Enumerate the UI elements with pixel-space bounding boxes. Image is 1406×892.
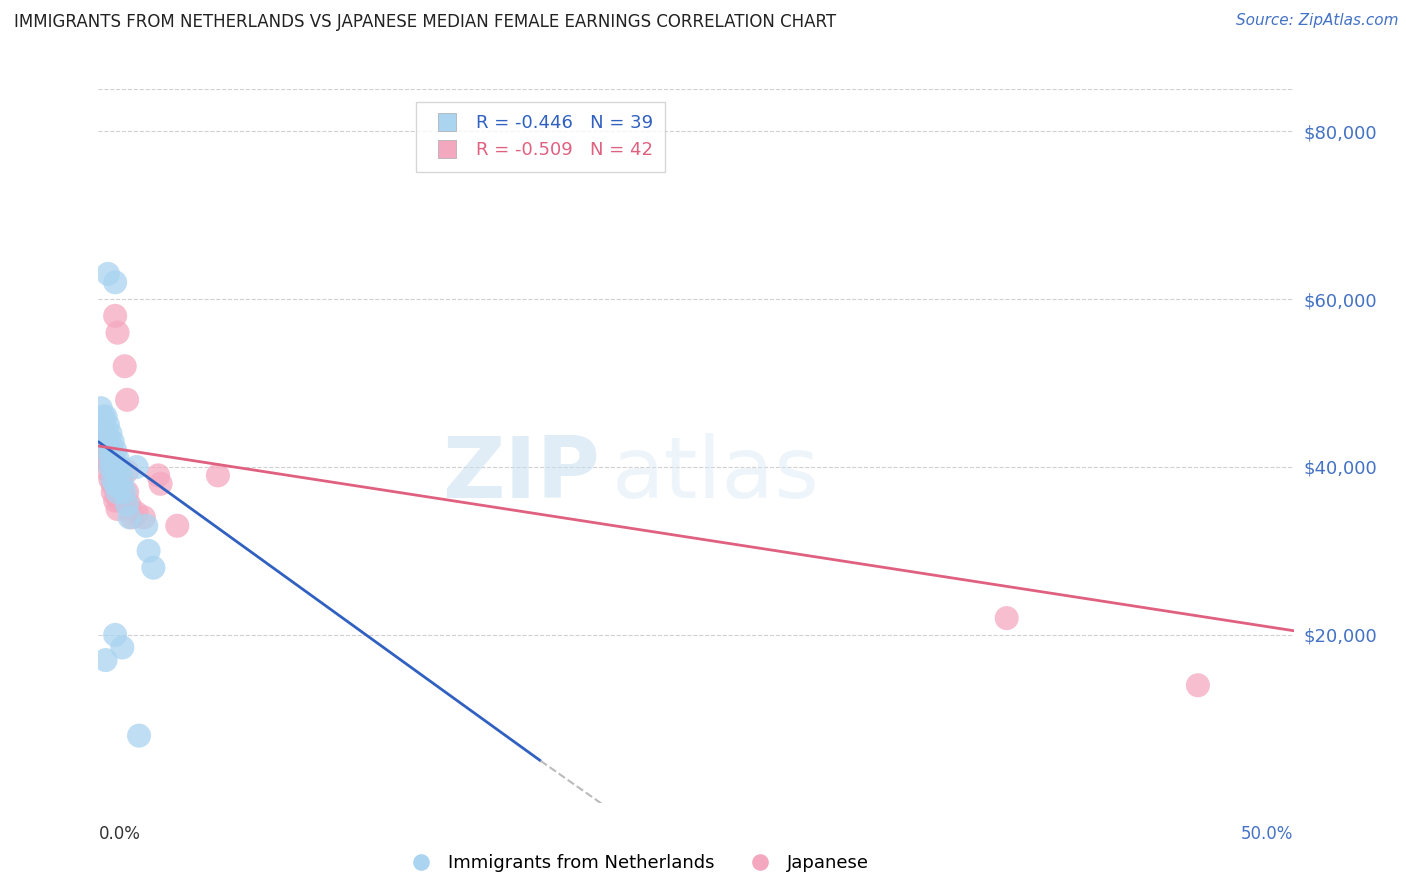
Point bbox=[995, 611, 1018, 625]
Point bbox=[104, 493, 127, 508]
Point bbox=[94, 426, 117, 441]
Point bbox=[91, 434, 114, 449]
Point bbox=[125, 506, 148, 520]
Point bbox=[104, 468, 127, 483]
Point bbox=[115, 464, 138, 478]
Point bbox=[98, 451, 122, 466]
Point bbox=[138, 544, 160, 558]
Point bbox=[128, 729, 150, 743]
Point bbox=[97, 464, 120, 478]
Point bbox=[94, 451, 117, 466]
Point bbox=[118, 510, 141, 524]
Point bbox=[1187, 678, 1209, 692]
Point bbox=[142, 560, 165, 574]
Point bbox=[91, 409, 114, 424]
Point bbox=[104, 275, 127, 289]
Text: atlas: atlas bbox=[613, 433, 820, 516]
Point bbox=[101, 460, 124, 475]
Legend: Immigrants from Netherlands, Japanese: Immigrants from Netherlands, Japanese bbox=[396, 847, 876, 880]
Point bbox=[98, 460, 122, 475]
Text: ZIP: ZIP bbox=[443, 433, 600, 516]
Point bbox=[115, 498, 138, 512]
Point bbox=[91, 422, 114, 436]
Point bbox=[91, 414, 114, 428]
Text: 50.0%: 50.0% bbox=[1241, 825, 1294, 843]
Text: 0.0%: 0.0% bbox=[98, 825, 141, 843]
Point bbox=[121, 510, 143, 524]
Point bbox=[207, 468, 229, 483]
Point bbox=[101, 476, 124, 491]
Point bbox=[104, 309, 127, 323]
Point bbox=[118, 498, 141, 512]
Point bbox=[111, 473, 134, 487]
Point bbox=[107, 326, 129, 340]
Point bbox=[101, 460, 124, 475]
Point bbox=[148, 468, 170, 483]
Point bbox=[97, 443, 120, 458]
Point bbox=[97, 417, 120, 432]
Point bbox=[149, 476, 172, 491]
Point bbox=[94, 422, 117, 436]
Point bbox=[101, 434, 124, 449]
Point bbox=[125, 460, 148, 475]
Point bbox=[114, 359, 136, 374]
Point bbox=[115, 392, 138, 407]
Point bbox=[98, 426, 122, 441]
Point bbox=[94, 409, 117, 424]
Point bbox=[111, 485, 134, 500]
Point bbox=[107, 451, 129, 466]
Point bbox=[90, 401, 112, 416]
Point bbox=[111, 640, 134, 655]
Point bbox=[98, 460, 122, 475]
Point bbox=[98, 473, 122, 487]
Point bbox=[108, 493, 131, 508]
Point bbox=[97, 451, 120, 466]
Point bbox=[108, 473, 131, 487]
Text: Source: ZipAtlas.com: Source: ZipAtlas.com bbox=[1236, 13, 1399, 29]
Point bbox=[94, 653, 117, 667]
Point bbox=[90, 426, 112, 441]
Point bbox=[94, 443, 117, 458]
Point bbox=[104, 481, 127, 495]
Point bbox=[107, 502, 129, 516]
Point bbox=[98, 447, 122, 461]
Point bbox=[97, 439, 120, 453]
Point bbox=[98, 439, 122, 453]
Point bbox=[114, 493, 136, 508]
Point bbox=[94, 431, 117, 445]
Point bbox=[114, 485, 136, 500]
Point bbox=[108, 481, 131, 495]
Point bbox=[107, 476, 129, 491]
Point bbox=[101, 473, 124, 487]
Point bbox=[97, 267, 120, 281]
Point bbox=[108, 460, 131, 475]
Point bbox=[132, 510, 155, 524]
Point bbox=[107, 489, 129, 503]
Point bbox=[104, 443, 127, 458]
Point bbox=[97, 431, 120, 445]
Point bbox=[104, 460, 127, 475]
Text: IMMIGRANTS FROM NETHERLANDS VS JAPANESE MEDIAN FEMALE EARNINGS CORRELATION CHART: IMMIGRANTS FROM NETHERLANDS VS JAPANESE … bbox=[14, 13, 837, 31]
Point bbox=[115, 485, 138, 500]
Point bbox=[107, 468, 129, 483]
Point bbox=[104, 476, 127, 491]
Point bbox=[107, 485, 129, 500]
Point bbox=[166, 518, 188, 533]
Point bbox=[104, 628, 127, 642]
Point bbox=[135, 518, 157, 533]
Point bbox=[101, 447, 124, 461]
Point bbox=[101, 485, 124, 500]
